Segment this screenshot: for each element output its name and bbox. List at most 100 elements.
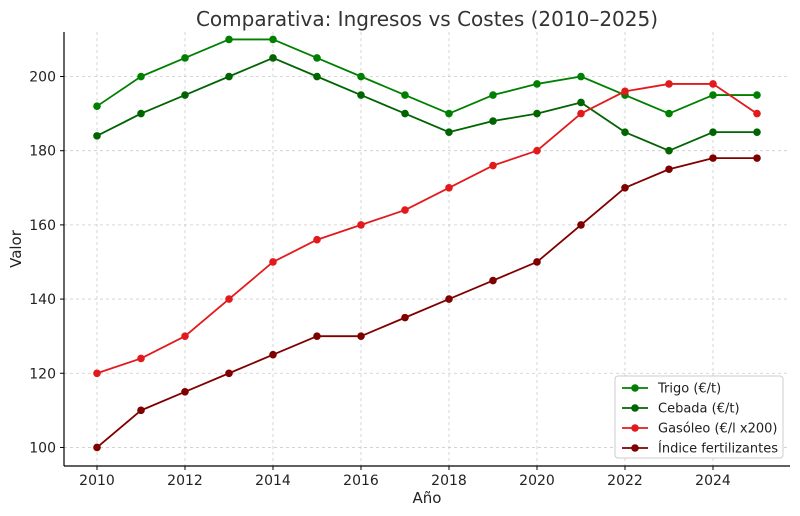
legend-marker — [631, 384, 639, 392]
legend-label: Cebada (€/t) — [658, 402, 740, 417]
data-point — [313, 332, 321, 340]
data-point — [533, 258, 541, 266]
x-tick-label: 2018 — [431, 473, 467, 489]
x-tick-label: 2012 — [167, 473, 203, 489]
data-point — [269, 54, 277, 62]
data-point — [665, 109, 673, 118]
data-point — [181, 91, 189, 99]
data-point — [313, 72, 321, 81]
data-point — [93, 443, 101, 452]
data-point — [489, 91, 497, 99]
data-point — [665, 146, 673, 155]
series-line — [96, 83, 758, 375]
legend-label: Índice fertilizantes — [658, 441, 778, 457]
series-1 — [93, 35, 761, 118]
data-point — [269, 258, 277, 266]
data-point — [181, 54, 189, 62]
data-point — [181, 388, 189, 396]
x-tick-label: 2010 — [79, 473, 115, 489]
series — [93, 35, 761, 452]
data-point — [445, 128, 453, 136]
data-point — [225, 369, 233, 378]
series-line — [96, 38, 757, 115]
data-point — [269, 350, 277, 359]
data-point — [93, 369, 101, 378]
data-point — [357, 332, 365, 340]
data-point — [533, 146, 541, 155]
data-point — [357, 91, 365, 99]
data-point — [445, 295, 453, 303]
data-point — [313, 235, 321, 244]
x-tick-label: 2020 — [519, 473, 555, 489]
data-point — [401, 91, 409, 99]
x-tick-label: 2014 — [255, 473, 291, 489]
series-2 — [93, 54, 761, 155]
y-tick-label: 200 — [29, 70, 56, 86]
data-point — [93, 102, 101, 110]
data-point — [137, 109, 145, 118]
data-point — [753, 109, 761, 118]
y-ticks: 100 120 140 160 180 200 — [29, 70, 64, 456]
data-point — [709, 80, 717, 88]
data-point — [577, 221, 585, 229]
legend: Trigo (€/t) Cebada (€/t) Gasóleo (€/l x200… — [614, 375, 784, 459]
y-tick-label: 180 — [29, 144, 56, 160]
legend-item: Cebada (€/t) — [622, 402, 740, 417]
legend-item: Gasóleo (€/l x200) — [622, 422, 778, 437]
x-tick-label: 2016 — [343, 473, 379, 489]
data-point — [93, 132, 101, 140]
x-tick-label: 2022 — [607, 473, 643, 489]
data-point — [489, 276, 497, 285]
y-tick-label: 120 — [29, 366, 56, 382]
legend-marker — [631, 444, 639, 452]
data-point — [753, 128, 761, 136]
x-axis-label: Año — [413, 489, 442, 507]
data-point — [137, 354, 145, 363]
x-tick-label: 2024 — [695, 473, 731, 489]
data-point — [665, 165, 673, 174]
data-point — [621, 87, 629, 96]
data-point — [401, 313, 409, 322]
y-tick-label: 100 — [29, 440, 56, 456]
data-point — [577, 72, 585, 81]
data-point — [445, 109, 453, 118]
data-point — [313, 54, 321, 62]
series-3 — [93, 80, 761, 378]
chart-title: Comparativa: Ingresos vs Costes (2010–20… — [196, 7, 658, 31]
data-point — [445, 183, 453, 192]
legend-label: Gasóleo (€/l x200) — [658, 422, 778, 437]
data-point — [621, 128, 629, 136]
series-line — [96, 157, 757, 449]
data-point — [357, 221, 365, 229]
data-point — [533, 80, 541, 88]
legend-label: Trigo (€/t) — [657, 382, 721, 397]
legend-item: Índice fertilizantes — [622, 441, 778, 457]
series-line — [96, 57, 757, 152]
data-point — [665, 80, 673, 88]
data-point — [753, 91, 761, 99]
legend-marker — [631, 424, 639, 432]
data-point — [577, 98, 585, 107]
data-point — [225, 35, 233, 44]
series-4 — [93, 154, 761, 452]
x-ticks: 2010 2012 2014 2016 2018 2020 2022 2024 — [79, 466, 731, 489]
data-point — [577, 109, 585, 118]
data-point — [357, 72, 365, 81]
legend-item: Trigo (€/t) — [622, 382, 721, 397]
data-point — [137, 406, 145, 415]
data-point — [401, 109, 409, 118]
grid — [64, 32, 790, 466]
data-point — [489, 161, 497, 170]
legend-marker — [631, 404, 639, 412]
data-point — [621, 183, 629, 192]
data-point — [137, 72, 145, 81]
legend-box — [614, 375, 784, 459]
data-point — [709, 91, 717, 99]
y-tick-label: 140 — [29, 292, 56, 308]
data-point — [269, 35, 277, 44]
data-point — [753, 154, 761, 162]
data-point — [181, 332, 189, 340]
data-point — [709, 128, 717, 136]
data-point — [401, 206, 409, 214]
